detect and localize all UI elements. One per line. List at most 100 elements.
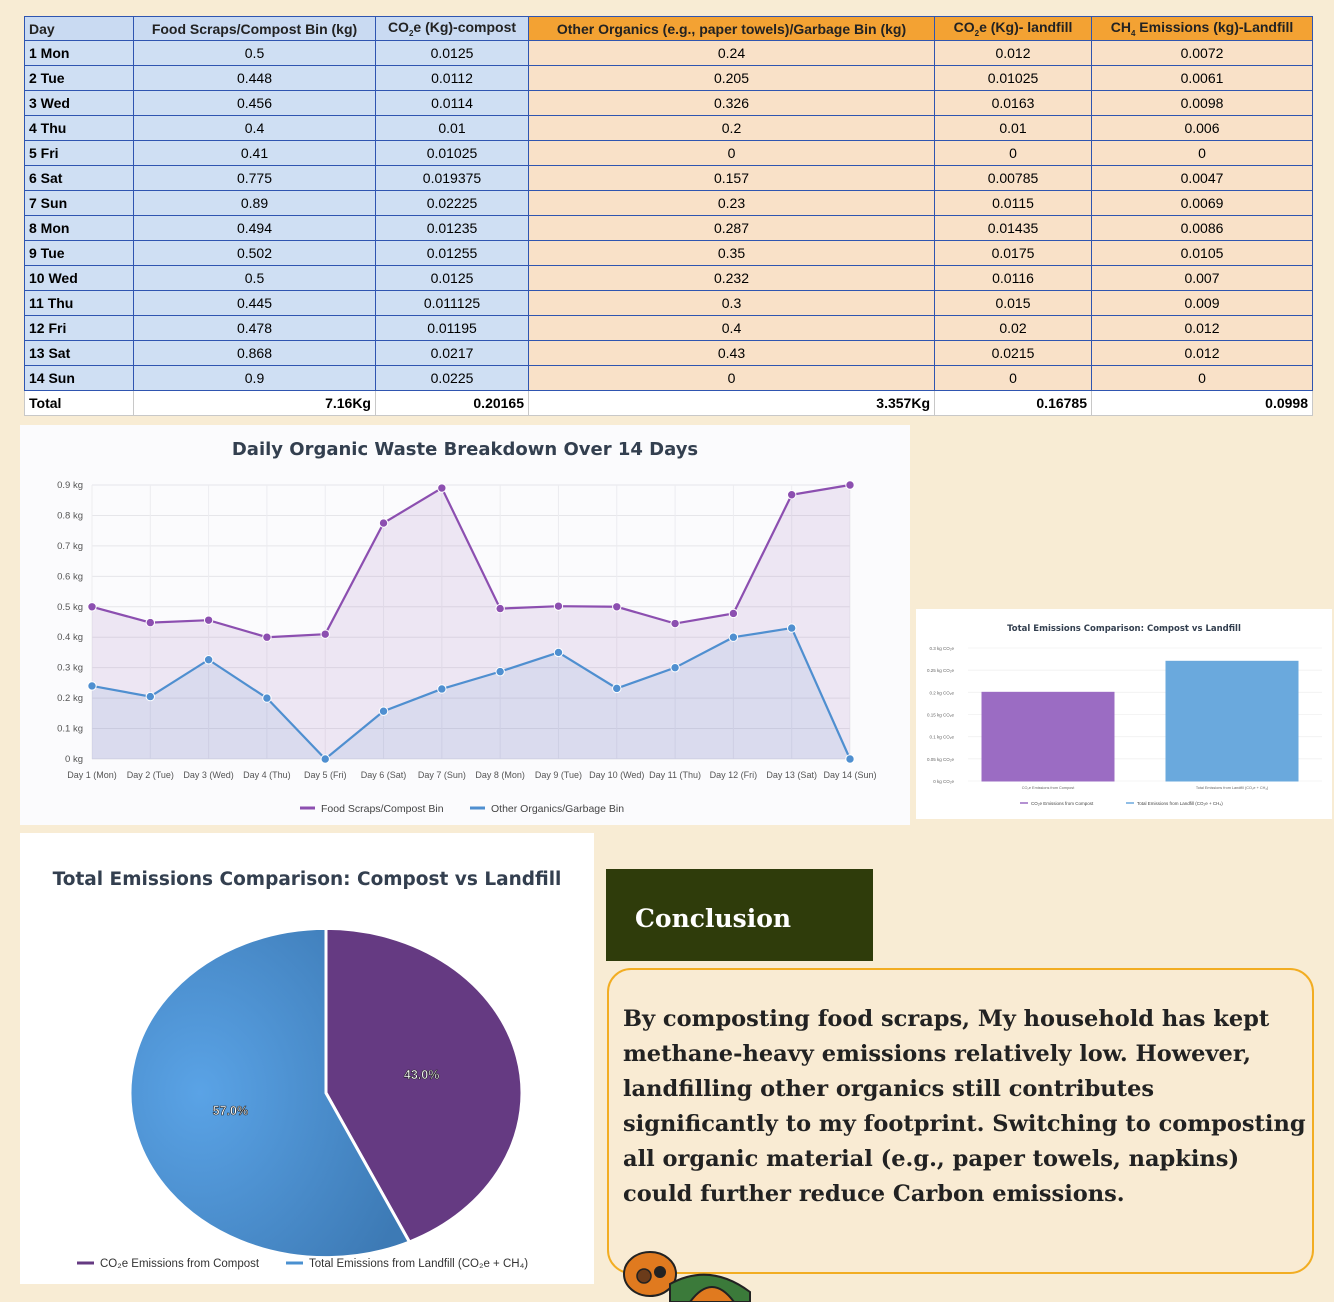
data-point — [145, 691, 156, 702]
data-point — [612, 683, 622, 694]
x-tick-label: CO₂e Emissions from Compost — [1022, 786, 1075, 790]
table-header-cell: CH4 Emissions (kg)-Landfill — [1091, 16, 1313, 41]
table-row: 1 Mon 0.5 0.0125 0.24 0.012 0.0072 — [24, 40, 1313, 66]
y-tick-label: 0.2 kg CO₂e — [929, 690, 954, 695]
table-total-cell: 3.357Kg — [528, 390, 935, 416]
table-cell: 0.015 — [934, 290, 1092, 316]
table-cell: 0.01255 — [375, 240, 529, 266]
x-tick-label: Day 12 (Fri) — [710, 770, 758, 780]
x-tick-label: Day 5 (Fri) — [304, 770, 347, 780]
table-cell: 0.2 — [528, 115, 935, 141]
table-cell: 3 Wed — [24, 90, 134, 116]
pie-chart: 43.0% 57.0% CO₂e Emissions from Compost Tot… — [77, 926, 528, 1270]
table-row: 7 Sun 0.89 0.02225 0.23 0.0115 0.0069 — [24, 190, 1313, 216]
table-cell: 0.3 — [528, 290, 935, 316]
table-cell: 5 Fri — [24, 140, 134, 166]
data-point — [378, 706, 389, 716]
y-tick-label: 0 kg CO₂e — [933, 779, 954, 784]
table-cell: 0.01 — [375, 115, 529, 141]
table-cell: 0.205 — [528, 65, 935, 91]
x-tick-label: Day 2 (Tue) — [127, 770, 174, 780]
table-row: 4 Thu 0.4 0.01 0.2 0.01 0.006 — [24, 115, 1313, 141]
y-tick-label: 0.3 kg — [57, 663, 83, 674]
pie-slice — [324, 926, 524, 1244]
y-tick-label: 0.1 kg — [57, 724, 83, 735]
legend-label: Other Organics/Garbage Bin — [491, 803, 624, 815]
table-cell: 0 — [1091, 140, 1313, 166]
table-cell: 0.0114 — [375, 90, 529, 116]
table-cell: 0.0105 — [1091, 240, 1313, 266]
data-point — [728, 608, 739, 619]
y-tick-label: 0 kg — [65, 754, 83, 765]
table-cell: 0.0215 — [934, 340, 1092, 366]
table-cell: 0.4 — [528, 315, 935, 341]
x-tick-label: Day 1 (Mon) — [67, 770, 117, 780]
legend-label: Total Emissions from Landfill (CO₂e + CH… — [1137, 801, 1223, 806]
table-cell: 0.494 — [133, 215, 376, 241]
x-tick-label: Day 14 (Sun) — [823, 770, 876, 780]
bar-chart-title: Total Emissions Comparison: Compost vs L… — [1007, 624, 1241, 634]
table-cell: 0.01435 — [934, 215, 1092, 241]
data-point — [553, 601, 564, 611]
table-cell: 7 Sun — [24, 190, 134, 216]
table-cell: 0.011125 — [375, 290, 529, 316]
table-cell: 0.478 — [133, 315, 376, 341]
table-cell: 0.01025 — [375, 140, 529, 166]
data-point — [786, 490, 797, 500]
table-cell: 0.43 — [528, 340, 935, 366]
line-chart-title: Daily Organic Waste Breakdown Over 14 Da… — [231, 439, 699, 460]
table-total-row: Total 7.16Kg 0.20165 3.357Kg 0.16785 0.0998 — [24, 390, 1313, 416]
table-row: 11 Thu 0.445 0.011125 0.3 0.015 0.009 — [24, 290, 1313, 316]
y-tick-label: 0.3 kg CO₂e — [929, 646, 954, 651]
table-cell: 0.02 — [934, 315, 1092, 341]
table-cell: 0.5 — [133, 40, 376, 66]
table-cell: 0.9 — [133, 365, 376, 391]
x-tick-label: Day 9 (Tue) — [535, 770, 582, 780]
table-header-row: Day Food Scraps/Compost Bin (kg) CO2e (Kg)… — [24, 16, 1313, 41]
table-cell: 11 Thu — [24, 290, 134, 316]
y-tick-label: 0.1 kg CO₂e — [929, 735, 954, 740]
table-header-cell: Other Organics (e.g., paper towels)/Garb… — [528, 16, 935, 41]
data-point — [845, 754, 855, 764]
line-chart: 0 kg 0.1 kg 0.2 kg 0.3 kg 0.4 kg 0.5 kg 0.6 kg… — [57, 480, 876, 815]
table-cell: 0.232 — [528, 265, 935, 291]
table-cell: 0 — [1091, 365, 1313, 391]
table-cell: 4 Thu — [24, 115, 134, 141]
table-cell: 0.019375 — [375, 165, 529, 191]
y-tick-label: 0.6 kg — [57, 571, 83, 582]
x-tick-label: Day 13 (Sat) — [766, 770, 817, 780]
pie-slice — [128, 926, 412, 1260]
table-cell: 13 Sat — [24, 340, 134, 366]
table-row: 13 Sat 0.868 0.0217 0.43 0.0215 0.012 — [24, 340, 1313, 366]
table-cell: 0.0116 — [934, 265, 1092, 291]
table-cell: 14 Sun — [24, 365, 134, 391]
x-tick-label: Day 11 (Thu) — [649, 770, 701, 780]
table-header-cell: CO2e (Kg)- landfill — [934, 16, 1092, 41]
table-cell: 0.00785 — [934, 165, 1092, 191]
table-cell: 0.012 — [1091, 340, 1313, 366]
data-point — [670, 662, 680, 673]
data-point — [728, 632, 739, 642]
table-cell: 0.0061 — [1091, 65, 1313, 91]
table-row: 6 Sat 0.775 0.019375 0.157 0.00785 0.0047 — [24, 165, 1313, 191]
table-row: 9 Tue 0.502 0.01255 0.35 0.0175 0.0105 — [24, 240, 1313, 266]
data-point — [553, 647, 564, 658]
bar — [981, 691, 1115, 782]
data-point — [262, 693, 272, 703]
table-cell: 2 Tue — [24, 65, 134, 91]
table-header-cell: Day — [24, 16, 134, 41]
table-cell: 0.0069 — [1091, 190, 1313, 216]
table-total-cell: 0.16785 — [934, 390, 1092, 416]
table-row: 12 Fri 0.478 0.01195 0.4 0.02 0.012 — [24, 315, 1313, 341]
x-tick-label: Day 4 (Thu) — [243, 770, 291, 780]
table-row: 2 Tue 0.448 0.0112 0.205 0.01025 0.0061 — [24, 65, 1313, 91]
table-cell: 0.0047 — [1091, 165, 1313, 191]
conclusion-heading: Conclusion — [606, 869, 873, 961]
data-point — [612, 602, 622, 612]
table-cell: 0.01235 — [375, 215, 529, 241]
bar-chart-panel: Total Emissions Comparison: Compost vs L… — [916, 609, 1332, 819]
table-cell: 0.0115 — [934, 190, 1092, 216]
table-row: 8 Mon 0.494 0.01235 0.287 0.01435 0.0086 — [24, 215, 1313, 241]
table-cell: 0.23 — [528, 190, 935, 216]
table-cell: 6 Sat — [24, 165, 134, 191]
